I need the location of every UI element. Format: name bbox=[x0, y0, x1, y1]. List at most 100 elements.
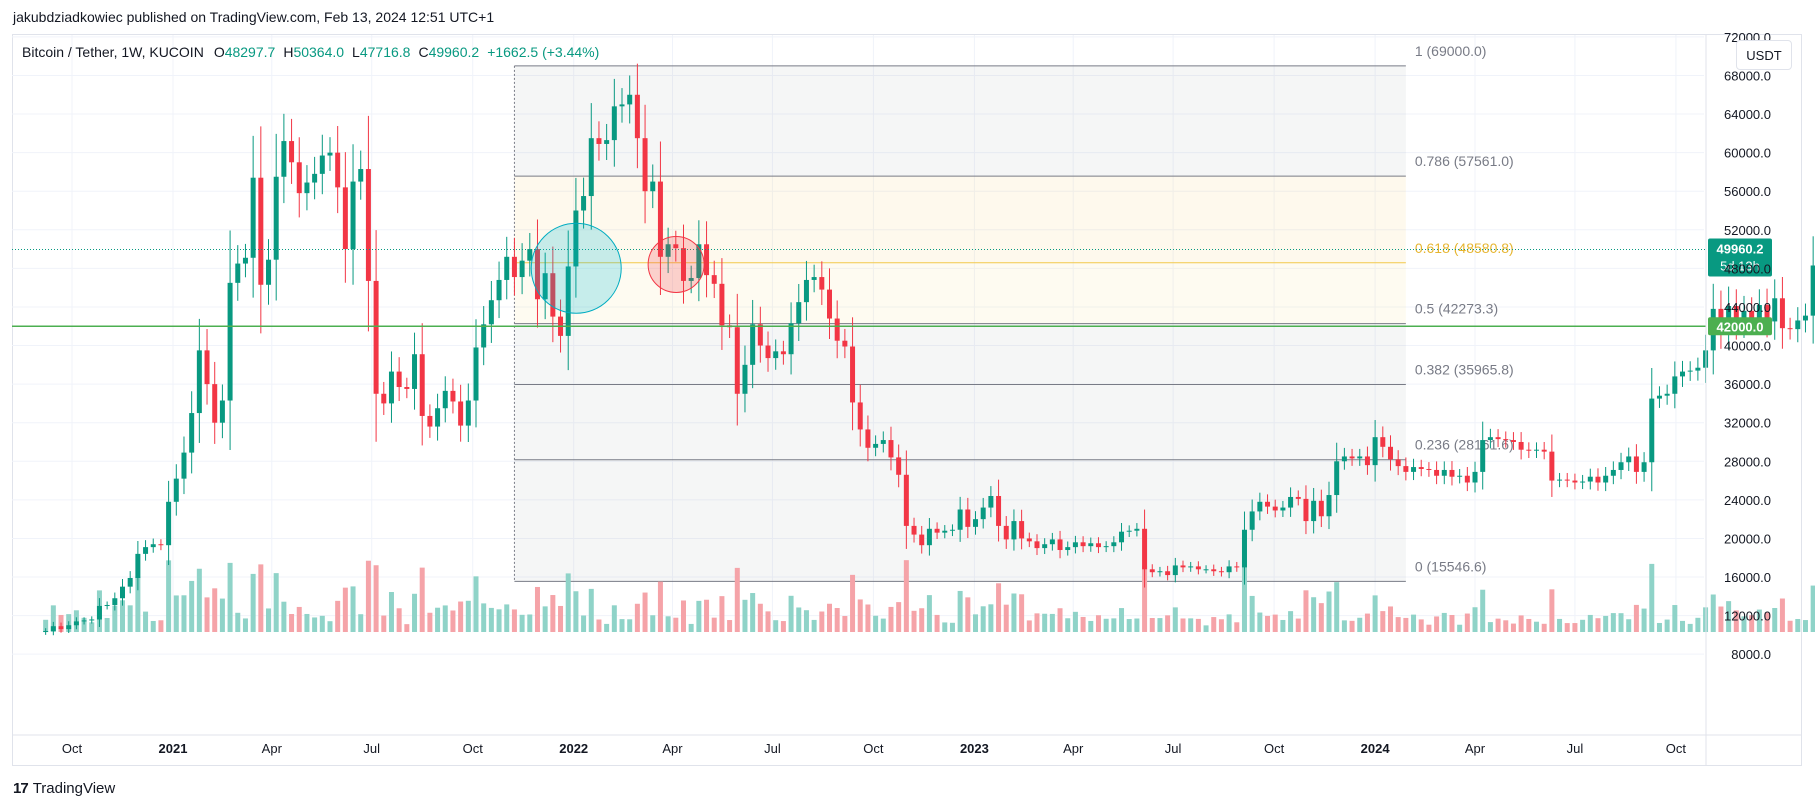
volume-bar bbox=[1641, 608, 1647, 632]
candle-body bbox=[173, 478, 179, 502]
candle-body bbox=[1065, 547, 1071, 551]
volume-bar bbox=[1526, 618, 1532, 632]
volume-bar bbox=[1341, 620, 1347, 632]
x-tick-label: Jul bbox=[363, 741, 380, 756]
volume-bar bbox=[1326, 591, 1332, 632]
y-tick-label: 8000.0 bbox=[1731, 647, 1771, 662]
volume-bar bbox=[1019, 594, 1025, 632]
candle-body bbox=[1072, 542, 1078, 548]
candle-body bbox=[281, 141, 287, 177]
volume-bar bbox=[1534, 621, 1539, 632]
candle-body bbox=[1049, 539, 1055, 545]
volume-bar bbox=[1802, 620, 1808, 632]
volume-bar bbox=[1003, 604, 1009, 632]
fib-zone bbox=[514, 323, 1406, 385]
candle-body bbox=[1595, 476, 1601, 483]
candle-body bbox=[1165, 571, 1171, 576]
volume-bar bbox=[1103, 618, 1109, 632]
candle-body bbox=[258, 177, 264, 285]
candle-body bbox=[1649, 398, 1655, 463]
candle-body bbox=[919, 534, 925, 546]
volume-bar bbox=[481, 603, 487, 632]
candle-body bbox=[1603, 475, 1609, 483]
volume-bar bbox=[1218, 619, 1224, 632]
volume-bar bbox=[880, 618, 886, 632]
candle-body bbox=[335, 152, 341, 188]
fibonacci-retracement: 1 (69000.0) 0.786 (57561.0) 0.618 (48580.8… bbox=[513, 43, 1514, 582]
volume-bar bbox=[1726, 601, 1732, 632]
tradingview-logo[interactable]: 17 TradingView bbox=[13, 780, 115, 797]
candle-body bbox=[949, 529, 955, 531]
candle-body bbox=[1026, 538, 1032, 542]
candle-body bbox=[1034, 541, 1040, 549]
candle-body bbox=[304, 182, 310, 194]
candle-body bbox=[773, 351, 779, 359]
candle-body bbox=[1126, 530, 1132, 532]
volume-bar bbox=[1265, 615, 1271, 632]
candle-body bbox=[1680, 371, 1686, 377]
candle-body bbox=[1587, 476, 1593, 482]
volume-bar bbox=[1042, 613, 1048, 632]
volume-bar bbox=[1741, 616, 1747, 632]
candle-body bbox=[458, 401, 464, 426]
x-tick-label: 2024 bbox=[1361, 741, 1391, 756]
candle-body bbox=[1795, 320, 1801, 330]
volume-bar bbox=[120, 600, 125, 632]
volume-bar bbox=[1572, 623, 1578, 632]
candle-body bbox=[81, 620, 87, 622]
y-tick-label: 44000.0 bbox=[1724, 300, 1771, 315]
candle-body bbox=[1372, 437, 1378, 466]
candle-body bbox=[604, 140, 610, 144]
legend-change: +1662.5 (+3.44%) bbox=[487, 44, 600, 60]
y-tick-label: 56000.0 bbox=[1724, 184, 1771, 199]
volume-bar bbox=[542, 606, 548, 632]
candle-body bbox=[235, 263, 241, 283]
candle-body bbox=[1741, 310, 1747, 324]
volume-bar bbox=[1695, 617, 1701, 632]
volume-bar bbox=[511, 609, 517, 632]
currency-button[interactable]: USDT bbox=[1736, 40, 1792, 70]
volume-bar bbox=[89, 622, 95, 632]
volume-bar bbox=[1088, 620, 1094, 632]
candle-body bbox=[1211, 569, 1217, 572]
red-circle-annotation bbox=[647, 235, 705, 293]
candle-body bbox=[1464, 475, 1470, 483]
candle-body bbox=[1418, 467, 1424, 469]
volume-bar bbox=[942, 622, 948, 632]
y-tick-label: 52000.0 bbox=[1724, 223, 1771, 238]
volume-bar bbox=[1457, 624, 1463, 632]
volume-bar bbox=[1411, 614, 1417, 632]
candle-body bbox=[1218, 571, 1224, 573]
candle-body bbox=[50, 626, 56, 632]
candle-body bbox=[373, 280, 379, 394]
volume-bar bbox=[865, 604, 871, 632]
candle-body bbox=[865, 429, 871, 448]
candle-body bbox=[634, 94, 640, 139]
volume-bar bbox=[250, 573, 256, 632]
volume-bar bbox=[235, 612, 241, 632]
volume-bar bbox=[1334, 582, 1340, 632]
volume-bar bbox=[1303, 590, 1309, 632]
volume-bar bbox=[550, 595, 556, 632]
volume-bar bbox=[1664, 619, 1670, 632]
x-tick-label: Jul bbox=[764, 741, 781, 756]
volume-bar bbox=[1172, 607, 1178, 632]
candle-body bbox=[1641, 462, 1647, 472]
volume-bar bbox=[1764, 612, 1770, 632]
fib-zone bbox=[514, 176, 1406, 263]
candle-body bbox=[903, 474, 909, 526]
candle-body bbox=[1549, 451, 1555, 481]
volume-bar bbox=[573, 591, 579, 632]
candle-body bbox=[1149, 569, 1155, 573]
volume-bar bbox=[1142, 565, 1148, 632]
volume-bar bbox=[289, 614, 295, 632]
candle-body bbox=[1172, 565, 1178, 576]
candle-body bbox=[488, 300, 494, 325]
candle-body bbox=[596, 138, 602, 144]
candle-body bbox=[381, 393, 387, 404]
volume-bar bbox=[1495, 618, 1501, 632]
fib-level-label: 1 (69000.0) bbox=[1415, 43, 1487, 59]
volume-bar bbox=[1395, 617, 1401, 632]
volume-bar bbox=[1710, 594, 1716, 632]
